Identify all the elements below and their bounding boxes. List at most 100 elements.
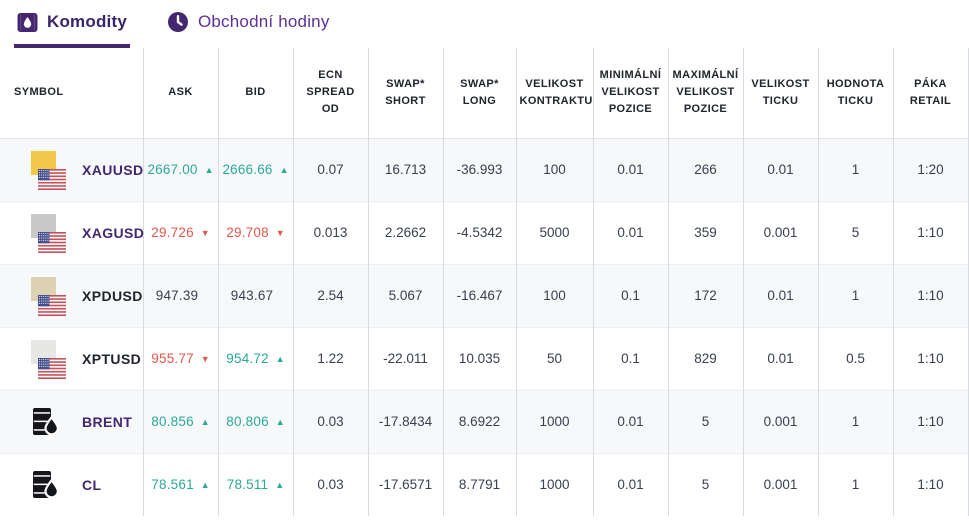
- cell-symbol[interactable]: XAGUSD: [0, 201, 145, 264]
- cell-paka-retail: 1:10: [893, 327, 969, 390]
- column-header-ask: ASK: [143, 48, 219, 138]
- cell-velikost-ticku: 0.01: [743, 264, 819, 327]
- symbol-wrap: BRENT: [24, 401, 143, 443]
- cell-swap-short: 5.067: [368, 264, 444, 327]
- cell-symbol[interactable]: CL: [0, 453, 144, 516]
- ask-trend-arrow-icon: ▲: [200, 417, 210, 427]
- symbol-label: XAGUSD: [82, 224, 145, 241]
- cell-max-velikost-pozice: 829: [668, 327, 744, 390]
- cell-velikost-ticku: 0.001: [743, 390, 819, 453]
- column-header-hodnota-ticku: HODNOTA TICKU: [818, 48, 894, 138]
- bid-value: 954.72: [226, 351, 269, 366]
- bid-trend-arrow-icon: ▼: [275, 228, 285, 238]
- us-flag-icon: [38, 357, 66, 379]
- cell-velikost-ticku: 0.001: [743, 453, 819, 516]
- cell-hodnota-ticku: 1: [818, 390, 894, 453]
- cell-max-velikost-pozice: 266: [668, 138, 744, 201]
- bid-trend-arrow-icon: ▲: [275, 480, 285, 491]
- us-flag-icon: [38, 294, 66, 316]
- cell-swap-long: -36.993: [443, 138, 517, 201]
- bid-value: 2666.66: [222, 162, 273, 177]
- cell-swap-short: -22.011: [368, 327, 444, 390]
- tab-komodity[interactable]: Komodity: [14, 0, 130, 48]
- cell-swap-long: 8.7791: [443, 453, 517, 516]
- cell-hodnota-ticku: 5: [818, 201, 894, 264]
- cell-max-velikost-pozice: 359: [668, 201, 744, 264]
- cell-min-velikost-pozice: 0.01: [593, 138, 669, 201]
- cell-ask: 947.39: [143, 264, 219, 327]
- column-header-swap-short: SWAP* SHORT: [368, 48, 444, 138]
- cell-ecn-spread-od: 2.54: [293, 264, 369, 327]
- cell-ecn-spread-od: 0.03: [293, 453, 369, 516]
- ask-trend-arrow-icon: ▼: [200, 354, 210, 364]
- cell-symbol[interactable]: XPTUSD: [0, 327, 144, 390]
- cell-velikost-kontraktu: 1000: [516, 390, 594, 453]
- cell-swap-long: -16.467: [443, 264, 517, 327]
- tab-komodity-label: Komodity: [47, 12, 127, 31]
- table-row: BRENT 80.856 ▲ 80.806 ▲ 0.03 -17.8434 8.69…: [0, 390, 969, 453]
- cell-velikost-kontraktu: 50: [516, 327, 594, 390]
- ask-value: 78.561: [151, 477, 194, 493]
- cell-swap-short: -17.6571: [368, 453, 444, 516]
- oil-barrel-tab-icon: [17, 12, 38, 33]
- cell-max-velikost-pozice: 172: [668, 264, 744, 327]
- cell-hodnota-ticku: 1: [818, 453, 894, 516]
- cell-min-velikost-pozice: 0.01: [593, 453, 669, 516]
- symbol-wrap: XPDUSD: [24, 275, 143, 317]
- ask-value: 2667.00: [147, 162, 198, 177]
- cell-velikost-kontraktu: 5000: [516, 201, 594, 264]
- column-header-paka-retail: PÁKA RETAIL: [893, 48, 969, 138]
- cell-ecn-spread-od: 0.013: [293, 201, 369, 264]
- cell-ecn-spread-od: 1.22: [293, 327, 369, 390]
- cell-hodnota-ticku: 1: [818, 138, 894, 201]
- cell-velikost-kontraktu: 1000: [516, 453, 594, 516]
- tab-obchodni-hodiny[interactable]: Obchodní hodiny: [164, 0, 333, 48]
- column-header-max-velikost-pozice: MAXIMÁLNÍ VELIKOST POZICE: [668, 48, 744, 138]
- symbol-label: CL: [82, 476, 102, 493]
- tabbar: Komodity Obchodní hodiny: [0, 0, 969, 48]
- cell-velikost-kontraktu: 100: [516, 138, 594, 201]
- symbol-icon: [24, 338, 66, 380]
- cell-bid: 2666.66 ▲: [218, 138, 294, 201]
- ask-value: 80.856: [151, 414, 194, 429]
- tab-obchodni-hodiny-label: Obchodní hodiny: [197, 12, 330, 31]
- cell-swap-short: 16.713: [368, 138, 444, 201]
- table-row: CL 78.561 ▲ 78.511 ▲ 0.03 -17.6571 8.7791 …: [0, 453, 969, 516]
- cell-min-velikost-pozice: 0.01: [593, 201, 669, 264]
- table-body: XAUUSD 2667.00 ▲ 2666.66 ▲ 0.07 16.713 -36…: [0, 138, 969, 516]
- cell-swap-long: -4.5342: [443, 201, 517, 264]
- symbol-wrap: CL: [24, 464, 143, 506]
- cell-paka-retail: 1:10: [893, 453, 969, 516]
- cell-ask: 955.77 ▼: [143, 327, 219, 390]
- cell-bid: 78.511 ▲: [218, 453, 294, 516]
- table-row: XPDUSD 947.39 943.67 2.54 5.067 -16.467 …: [0, 264, 969, 327]
- symbol-wrap: XAGUSD: [24, 212, 145, 254]
- cell-max-velikost-pozice: 5: [668, 453, 744, 516]
- cell-min-velikost-pozice: 0.01: [593, 390, 669, 453]
- symbol-icon: [24, 275, 66, 317]
- symbol-icon: [24, 464, 66, 506]
- column-header-bid: BID: [218, 48, 294, 138]
- symbol-label: XPDUSD: [82, 287, 143, 304]
- cell-symbol[interactable]: BRENT: [0, 390, 144, 453]
- cell-ask: 29.726 ▼: [143, 201, 219, 264]
- column-header-min-velikost-pozice: MINIMÁLNÍ VELIKOST POZICE: [593, 48, 669, 138]
- us-flag-icon: [38, 168, 66, 190]
- cell-ask: 2667.00 ▲: [143, 138, 219, 201]
- ask-value: 29.726: [151, 225, 194, 240]
- cell-velikost-ticku: 0.001: [743, 201, 819, 264]
- cell-swap-long: 8.6922: [443, 390, 517, 453]
- column-header-swap-long: SWAP* LONG: [443, 48, 517, 138]
- column-header-symbol: SYMBOL: [0, 48, 144, 138]
- table-row: XAUUSD 2667.00 ▲ 2666.66 ▲ 0.07 16.713 -36…: [0, 138, 969, 201]
- cell-swap-long: 10.035: [443, 327, 517, 390]
- cell-symbol[interactable]: XPDUSD: [0, 264, 144, 327]
- symbol-icon: [24, 212, 66, 254]
- cell-symbol[interactable]: XAUUSD: [0, 138, 144, 201]
- cell-velikost-kontraktu: 100: [516, 264, 594, 327]
- table-header-row: SYMBOL ASK BID ECN SPREAD OD SWAP* SHORT SWAP…: [0, 48, 969, 138]
- cell-swap-short: 2.2662: [368, 201, 444, 264]
- cell-velikost-ticku: 0.01: [743, 327, 819, 390]
- oil-barrel-icon: [33, 470, 60, 499]
- ask-trend-arrow-icon: ▲: [200, 480, 210, 491]
